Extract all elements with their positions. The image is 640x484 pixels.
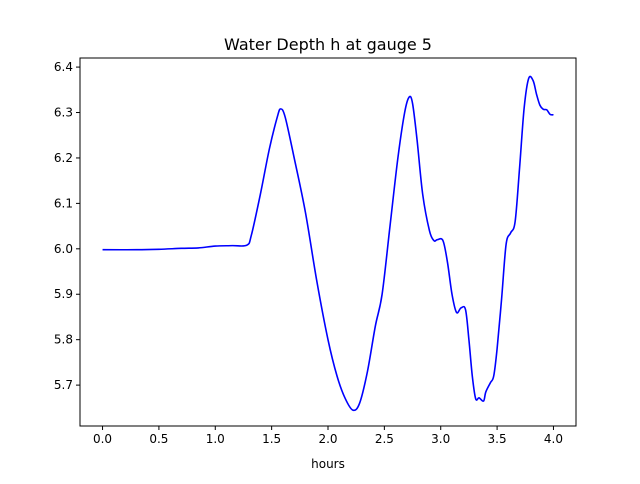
chart-title: Water Depth h at gauge 5 xyxy=(224,35,432,54)
x-tick-label: 3.0 xyxy=(431,432,450,446)
x-tick-label: 2.5 xyxy=(375,432,394,446)
x-tick-label: 3.5 xyxy=(488,432,507,446)
x-tick-label: 1.5 xyxy=(262,432,281,446)
series-line-0 xyxy=(102,75,554,412)
y-tick-label: 5.8 xyxy=(54,333,73,347)
y-tick-label: 6.4 xyxy=(54,60,73,74)
x-tick-label: 0.5 xyxy=(149,432,168,446)
x-tick-label: 0.0 xyxy=(93,432,112,446)
y-tick-label: 5.7 xyxy=(54,378,73,392)
x-tick-label: 1.0 xyxy=(206,432,225,446)
y-tick-label: 6.2 xyxy=(54,151,73,165)
x-tick-label: 4.0 xyxy=(544,432,563,446)
y-tick-label: 6.1 xyxy=(54,196,73,210)
plot-area: 0.0 0.5 1.0 1.5 2.0 2.5 3.0 3.5 4.0 5.7 5.8 5.9 6.0 6… xyxy=(54,57,577,446)
y-tick-label: 6.3 xyxy=(54,106,73,120)
x-tick-label: 2.0 xyxy=(318,432,337,446)
y-tick-label: 6.0 xyxy=(54,242,73,256)
x-axis-label: hours xyxy=(311,457,345,471)
y-tick-label: 5.9 xyxy=(54,287,73,301)
